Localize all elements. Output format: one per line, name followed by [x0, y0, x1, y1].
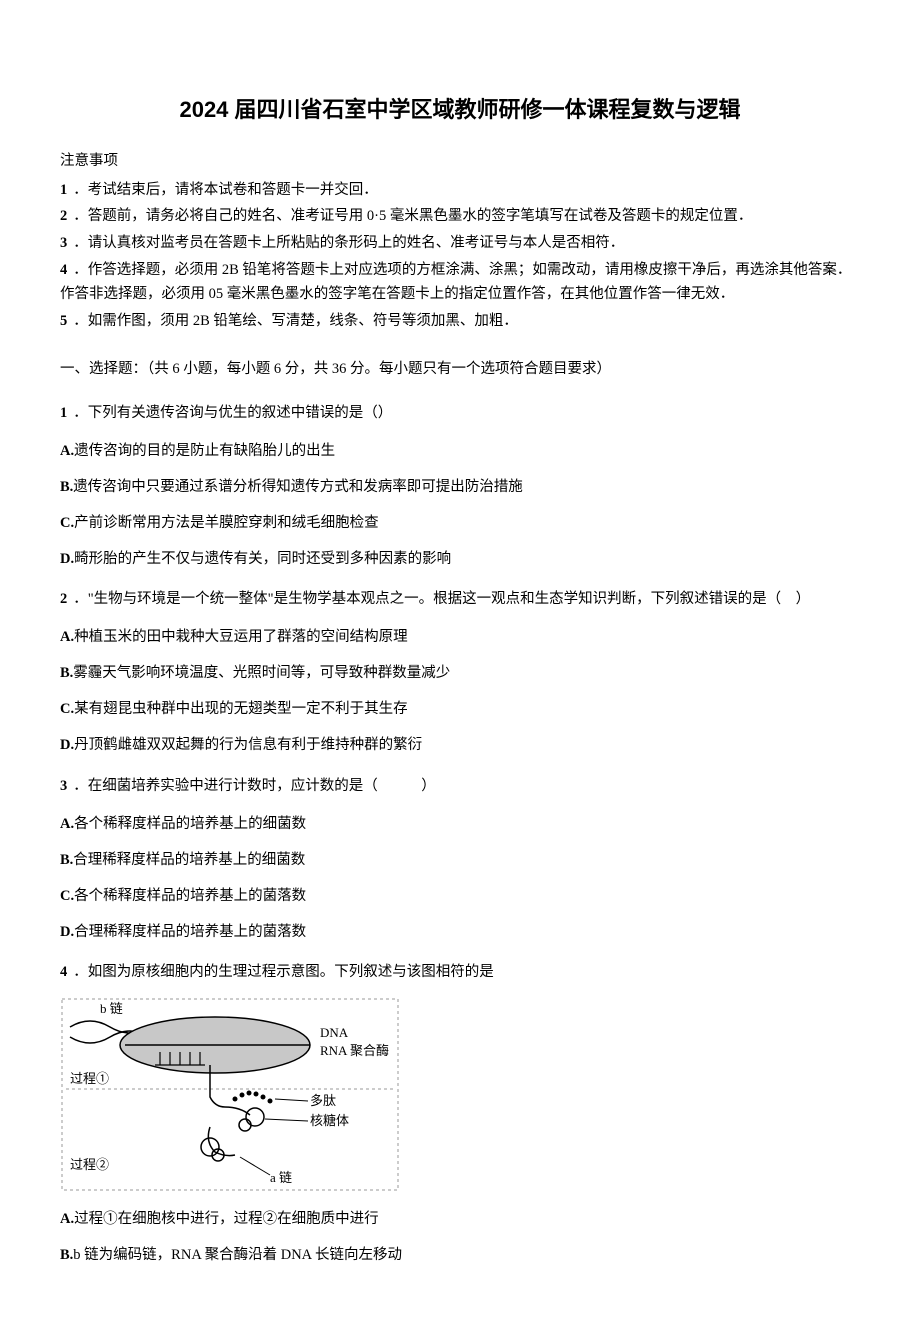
notice-item: 4．作答选择题，必须用 2B 铅笔将答题卡上对应选项的方框涂满、涂黑；如需改动，… [60, 258, 860, 307]
question-1: 1．下列有关遗传咨询与优生的叙述中错误的是（） A.遗传咨询的目的是防止有缺陷胎… [60, 400, 860, 572]
question-4: 4．如图为原核细胞内的生理过程示意图。下列叙述与该图相符的是 b 链 DNA R [60, 959, 860, 1268]
notice-item: 2．答题前，请务必将自己的姓名、准考证号用 0·5 毫米黑色墨水的签字笔填写在试… [60, 204, 860, 229]
notice-item: 3．请认真核对监考员在答题卡上所粘贴的条形码上的姓名、准考证号与本人是否相符． [60, 231, 860, 256]
option: A.各个稀释度样品的培养基上的细菌数 [60, 811, 860, 837]
figure-label-process1: 过程① [70, 1071, 109, 1086]
notice-header: 注意事项 [60, 148, 860, 174]
option: B.雾霾天气影响环境温度、光照时间等，可导致种群数量减少 [60, 660, 860, 686]
figure-label-dna: DNA [320, 1025, 349, 1040]
option: B.b 链为编码链，RNA 聚合酶沿着 DNA 长链向左移动 [60, 1242, 860, 1268]
option: B.合理稀释度样品的培养基上的细菌数 [60, 847, 860, 873]
figure-label-rna-poly: RNA 聚合酶 [320, 1043, 389, 1058]
option: D.合理稀释度样品的培养基上的菌落数 [60, 919, 860, 945]
notice-item: 1．考试结束后，请将本试卷和答题卡一并交回． [60, 178, 860, 203]
section-header: 一、选择题：（共 6 小题，每小题 6 分，共 36 分。每小题只有一个选项符合… [60, 356, 860, 382]
option: A.遗传咨询的目的是防止有缺陷胎儿的出生 [60, 438, 860, 464]
option: D.丹顶鹤雌雄双双起舞的行为信息有利于维持种群的繁衍 [60, 732, 860, 758]
page-title: 2024 届四川省石室中学区域教师研修一体课程复数与逻辑 [60, 90, 860, 130]
option: D.畸形胎的产生不仅与遗传有关，同时还受到多种因素的影响 [60, 546, 860, 572]
option: C.各个稀释度样品的培养基上的菌落数 [60, 883, 860, 909]
figure-label-ribosome: 核糖体 [310, 1113, 349, 1128]
option: A.种植玉米的田中栽种大豆运用了群落的空间结构原理 [60, 624, 860, 650]
question-2: 2．"生物与环境是一个统一整体"是生物学基本观点之一。根据这一观点和生态学知识判… [60, 586, 860, 758]
figure-q4: b 链 DNA RNA 聚合酶 过程① [60, 997, 860, 1192]
figure-label-process2: 过程② [70, 1157, 109, 1172]
notice-item: 5．如需作图，须用 2B 铅笔绘、写清楚，线条、符号等须加黑、加粗． [60, 309, 860, 334]
question-3: 3．在细菌培养实验中进行计数时，应计数的是（ ） A.各个稀释度样品的培养基上的… [60, 773, 860, 945]
figure-label-polypeptide: 多肽 [310, 1093, 336, 1108]
figure-label-b-chain: b 链 [100, 1001, 123, 1016]
option: C.产前诊断常用方法是羊膜腔穿刺和绒毛细胞检查 [60, 510, 860, 536]
option: A.过程①在细胞核中进行，过程②在细胞质中进行 [60, 1206, 860, 1232]
figure-label-a-chain: a 链 [270, 1170, 292, 1185]
option: B.遗传咨询中只要通过系谱分析得知遗传方式和发病率即可提出防治措施 [60, 474, 860, 500]
option: C.某有翅昆虫种群中出现的无翅类型一定不利于其生存 [60, 696, 860, 722]
